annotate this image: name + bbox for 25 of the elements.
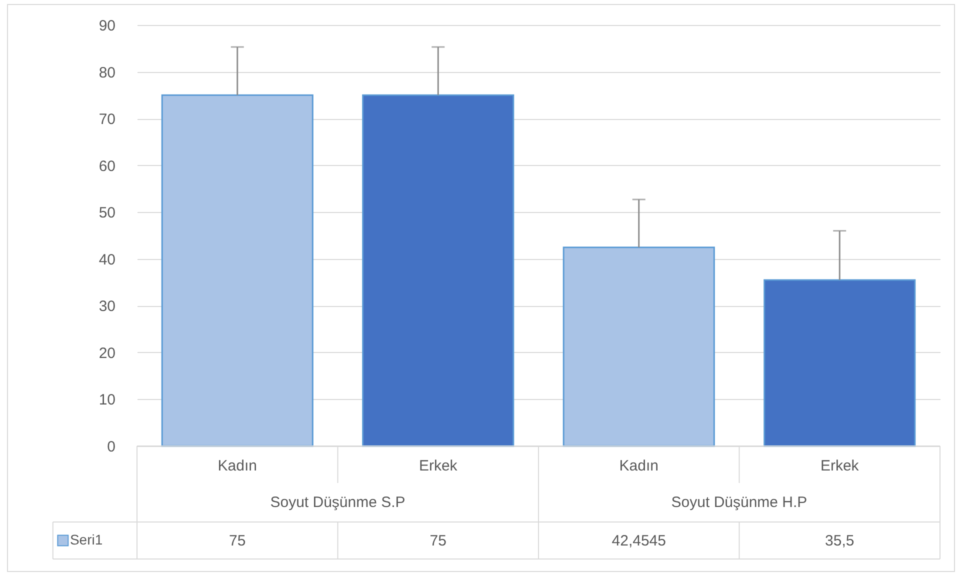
x-tick-label: Kadın — [619, 458, 658, 474]
data-label: 75 — [229, 532, 246, 550]
x-tick-label: Erkek — [418, 458, 458, 474]
y-tick-label: 30 — [98, 298, 116, 316]
legend-label: Seri1 — [70, 532, 103, 548]
text: Soyut Düşünme S.P — [270, 494, 406, 511]
x-tick-label: Erkek — [820, 458, 860, 474]
bar — [161, 94, 314, 447]
y-tick-label: 20 — [98, 344, 116, 362]
bar — [764, 279, 916, 447]
y-tick-label: 80 — [98, 64, 116, 82]
data-label: 75 — [430, 532, 446, 550]
text: Soyut Düşünme H.P — [671, 494, 808, 511]
y-tick-label: 40 — [98, 251, 116, 268]
bar — [362, 94, 514, 447]
bar — [562, 246, 715, 447]
y-tick-label: 50 — [98, 204, 116, 222]
y-tick-label: 0 — [107, 438, 116, 456]
x-tick-label: Kadın — [218, 458, 257, 474]
data-label: 42,4545 — [612, 532, 666, 550]
y-tick-label: 90 — [98, 18, 116, 34]
data-label: 35,5 — [825, 532, 854, 550]
y-tick-label: 60 — [98, 158, 116, 175]
y-tick-label: 10 — [98, 392, 116, 409]
y-tick-label: 70 — [98, 111, 116, 128]
